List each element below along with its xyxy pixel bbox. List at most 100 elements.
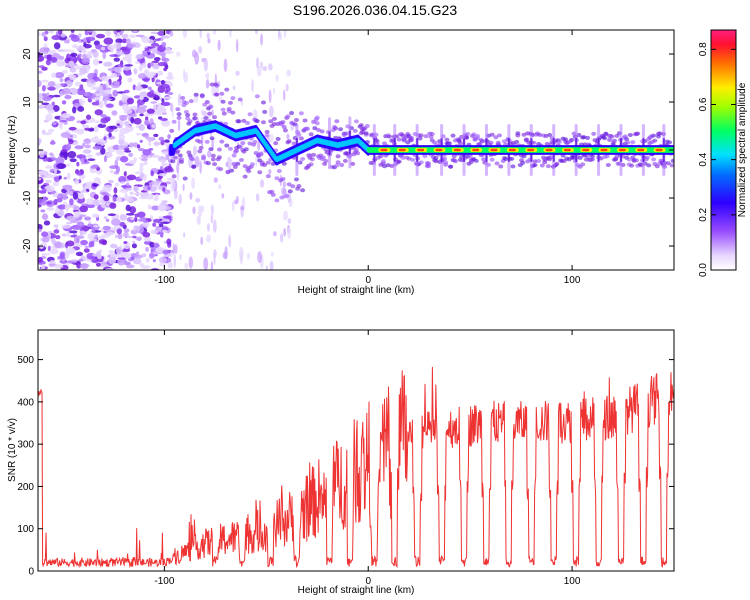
noise-blob <box>139 95 144 101</box>
spectrogram-ytick-label: 0 <box>22 147 33 153</box>
ridge-halo <box>605 162 611 167</box>
noise-blob <box>137 211 146 218</box>
noise-blob <box>132 258 142 265</box>
ridge-halo <box>408 135 414 140</box>
ridge-halo <box>646 163 652 168</box>
noise-blob <box>150 229 159 235</box>
ridge-halo <box>183 100 189 105</box>
noise-blob <box>102 51 107 60</box>
noise-blob <box>53 42 61 50</box>
ridge-halo <box>297 160 303 165</box>
noise-blob <box>84 144 92 149</box>
ridge-halo <box>192 116 198 121</box>
noise-blob <box>160 118 168 122</box>
noise-blob <box>162 101 171 107</box>
noise-blob <box>75 251 84 257</box>
noise-blob <box>162 187 166 192</box>
ridge-halo <box>547 133 553 138</box>
noise-blob <box>133 68 138 75</box>
noise-blob <box>136 236 142 241</box>
noise-blob <box>91 199 101 207</box>
noise-blob <box>109 169 114 174</box>
ridge-halo <box>271 122 277 127</box>
ridge-halo <box>585 154 591 159</box>
noise-blob <box>59 123 63 130</box>
noise-streak <box>283 30 287 38</box>
noise-blob <box>134 254 143 259</box>
noise-streak <box>255 193 260 202</box>
noise-streak <box>210 214 214 224</box>
noise-blob <box>124 64 133 67</box>
noise-blob <box>164 47 172 54</box>
noise-blob <box>51 139 55 145</box>
noise-blob <box>118 134 125 141</box>
ridge-halo <box>264 133 270 138</box>
noise-streak <box>283 227 287 237</box>
noise-blob <box>51 72 56 78</box>
ridge-peak <box>472 148 480 152</box>
ridge-halo <box>185 116 191 121</box>
ridge-halo <box>355 151 361 156</box>
ridge-halo <box>290 184 296 189</box>
ridge-halo <box>231 153 237 158</box>
noise-streak <box>170 249 173 258</box>
noise-blob <box>153 218 162 223</box>
spectrogram-ytick-label: -20 <box>22 238 33 253</box>
noise-blob <box>135 251 140 257</box>
ridge-halo <box>520 160 526 165</box>
noise-blob <box>167 91 174 96</box>
ridge-halo <box>304 126 310 131</box>
ridge-halo <box>204 139 210 144</box>
noise-blob <box>125 38 131 45</box>
ridge-halo <box>275 137 281 142</box>
noise-blob <box>132 192 141 196</box>
ridge-halo <box>342 158 348 163</box>
ridge-halo <box>220 107 226 112</box>
noise-blob <box>157 30 166 37</box>
ridge-halo <box>219 139 225 144</box>
noise-blob <box>92 224 100 228</box>
snr-ytick-label: 400 <box>17 397 34 408</box>
noise-blob <box>73 227 82 230</box>
ridge-peak <box>380 148 388 152</box>
noise-blob <box>115 148 126 156</box>
noise-blob <box>74 145 84 150</box>
noise-streak <box>192 145 198 157</box>
ridge-halo <box>302 118 308 123</box>
noise-blob <box>126 174 137 181</box>
snr-ytick-label: 300 <box>17 440 34 451</box>
noise-blob <box>56 163 66 170</box>
noise-blob <box>87 233 95 240</box>
noise-blob <box>68 230 78 234</box>
noise-blob <box>40 209 46 213</box>
noise-blob <box>38 138 41 146</box>
noise-streak <box>213 249 217 258</box>
noise-blob <box>159 165 164 172</box>
noise-blob <box>112 89 119 97</box>
ridge-halo <box>338 127 344 132</box>
ridge-halo <box>585 135 591 140</box>
ridge-halo <box>334 119 340 124</box>
noise-blob <box>40 199 47 206</box>
ridge-peak <box>655 148 663 152</box>
ridge-halo <box>258 152 264 157</box>
ridge-halo <box>218 167 224 172</box>
noise-blob <box>106 152 113 158</box>
ridge-halo <box>465 131 471 136</box>
noise-blob <box>94 109 103 116</box>
noise-blob <box>69 74 77 81</box>
ridge-peak <box>563 148 571 152</box>
noise-blob <box>126 264 135 269</box>
ridge-halo <box>280 120 286 125</box>
noise-blob <box>139 217 148 220</box>
noise-blob <box>121 92 126 100</box>
noise-blob <box>101 75 110 82</box>
ridge-halo <box>298 111 304 116</box>
noise-blob <box>115 50 125 56</box>
noise-blob <box>100 147 106 155</box>
noise-blob <box>135 54 143 60</box>
noise-blob <box>159 262 166 267</box>
noise-blob <box>70 52 78 57</box>
noise-blob <box>133 117 142 125</box>
noise-streak <box>169 30 174 37</box>
